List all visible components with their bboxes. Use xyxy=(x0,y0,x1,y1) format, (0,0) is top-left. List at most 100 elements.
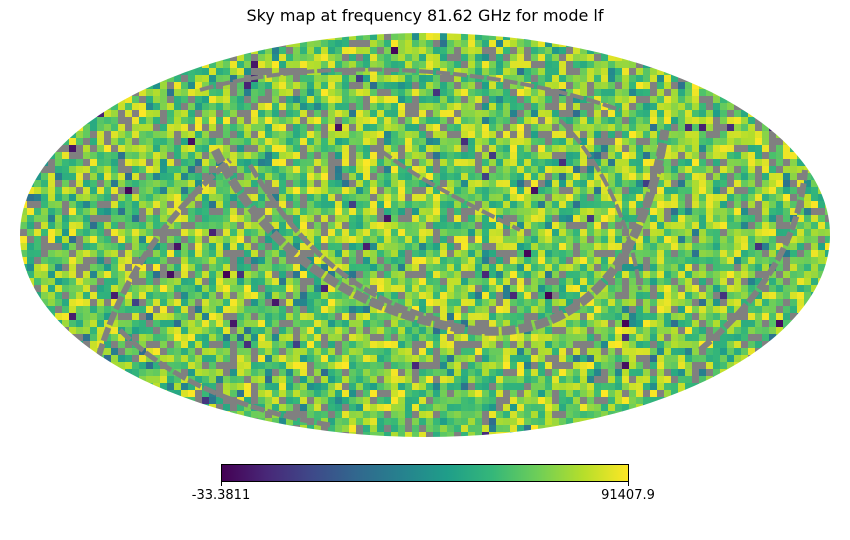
map-pixel xyxy=(41,187,48,194)
map-pixel xyxy=(468,54,475,61)
map-pixel xyxy=(139,131,146,138)
map-pixel xyxy=(671,82,678,89)
map-pixel xyxy=(433,257,440,264)
map-pixel xyxy=(188,208,195,215)
map-pixel xyxy=(629,341,636,348)
map-pixel xyxy=(195,131,202,138)
map-pixel xyxy=(125,271,132,278)
map-pixel xyxy=(188,222,195,229)
map-pixel xyxy=(699,124,706,131)
map-pixel xyxy=(230,243,237,250)
map-pixel xyxy=(566,355,573,362)
map-pixel xyxy=(790,292,797,299)
map-pixel xyxy=(559,229,566,236)
map-pixel xyxy=(783,215,790,222)
map-pixel xyxy=(335,152,342,159)
map-pixel xyxy=(160,159,167,166)
map-pixel xyxy=(251,222,258,229)
map-pixel xyxy=(307,138,314,145)
map-pixel xyxy=(636,89,643,96)
map-pixel xyxy=(692,243,699,250)
map-pixel xyxy=(356,152,363,159)
map-pixel xyxy=(174,334,181,341)
map-pixel xyxy=(433,194,440,201)
map-pixel xyxy=(755,208,762,215)
map-pixel xyxy=(496,250,503,257)
map-pixel xyxy=(489,306,496,313)
map-pixel xyxy=(321,61,328,68)
map-pixel xyxy=(531,75,538,82)
map-pixel xyxy=(104,348,111,355)
map-pixel xyxy=(370,208,377,215)
map-pixel xyxy=(356,334,363,341)
map-pixel xyxy=(216,327,223,334)
map-pixel xyxy=(139,306,146,313)
map-pixel xyxy=(580,96,587,103)
map-pixel xyxy=(678,103,685,110)
map-pixel xyxy=(769,215,776,222)
map-pixel xyxy=(202,355,209,362)
map-pixel xyxy=(643,222,650,229)
map-pixel xyxy=(587,103,594,110)
map-pixel xyxy=(643,355,650,362)
map-pixel xyxy=(426,278,433,285)
map-pixel xyxy=(496,243,503,250)
map-pixel xyxy=(741,208,748,215)
map-pixel xyxy=(699,264,706,271)
map-pixel xyxy=(552,229,559,236)
map-pixel xyxy=(188,229,195,236)
map-pixel xyxy=(804,152,811,159)
map-pixel xyxy=(552,369,559,376)
map-pixel xyxy=(643,306,650,313)
map-pixel xyxy=(468,264,475,271)
map-pixel xyxy=(153,285,160,292)
map-pixel xyxy=(447,47,454,54)
map-pixel xyxy=(83,208,90,215)
map-pixel xyxy=(412,194,419,201)
map-pixel xyxy=(657,138,664,145)
map-pixel xyxy=(573,187,580,194)
map-pixel xyxy=(349,131,356,138)
map-pixel xyxy=(489,117,496,124)
map-pixel xyxy=(167,229,174,236)
map-pixel xyxy=(209,271,216,278)
map-pixel xyxy=(174,103,181,110)
map-pixel xyxy=(328,33,335,40)
map-pixel xyxy=(454,180,461,187)
map-pixel xyxy=(251,82,258,89)
map-pixel xyxy=(321,369,328,376)
map-pixel xyxy=(447,166,454,173)
map-pixel xyxy=(146,229,153,236)
map-pixel xyxy=(447,173,454,180)
map-pixel xyxy=(132,355,139,362)
map-pixel xyxy=(230,299,237,306)
map-pixel xyxy=(545,229,552,236)
map-pixel xyxy=(230,264,237,271)
map-pixel xyxy=(384,236,391,243)
map-pixel xyxy=(20,187,27,194)
map-pixel xyxy=(223,236,230,243)
map-pixel xyxy=(664,75,671,82)
map-pixel xyxy=(251,124,258,131)
map-pixel xyxy=(594,257,601,264)
map-pixel xyxy=(818,208,825,215)
map-pixel xyxy=(321,33,328,40)
map-pixel xyxy=(223,257,230,264)
map-pixel xyxy=(104,117,111,124)
map-pixel xyxy=(132,180,139,187)
map-pixel xyxy=(503,159,510,166)
map-pixel xyxy=(657,82,664,89)
map-pixel xyxy=(174,327,181,334)
map-pixel xyxy=(566,103,573,110)
map-pixel xyxy=(503,362,510,369)
map-pixel xyxy=(83,215,90,222)
map-pixel xyxy=(496,187,503,194)
map-pixel xyxy=(804,229,811,236)
map-pixel xyxy=(279,306,286,313)
map-pixel xyxy=(741,292,748,299)
map-pixel xyxy=(566,250,573,257)
map-pixel xyxy=(776,215,783,222)
map-pixel xyxy=(55,229,62,236)
map-pixel xyxy=(153,75,160,82)
map-pixel xyxy=(160,89,167,96)
